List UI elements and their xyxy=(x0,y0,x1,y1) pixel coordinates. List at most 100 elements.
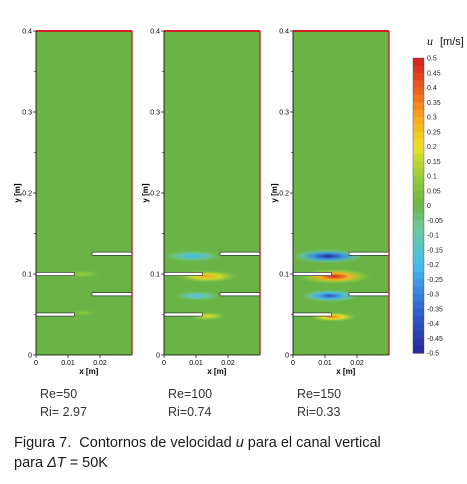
colorbar-label: 0.45 xyxy=(427,70,441,77)
x-tick-label: 0.01 xyxy=(61,360,75,367)
plate xyxy=(219,292,261,297)
colorbar-label: -0.45 xyxy=(427,336,443,343)
contour-figure: 00.10.20.30.40 0.01 0.02x [m]y [m]Re=50Ri=… xyxy=(13,29,464,420)
colorbar-segment xyxy=(413,153,424,162)
velocity-feature xyxy=(61,269,103,279)
caption-text-after: para el canal vertical xyxy=(247,435,381,451)
plate xyxy=(91,251,133,256)
reynolds-label: Re=100 xyxy=(168,387,212,401)
colorbar-label: 0.25 xyxy=(427,129,441,136)
caption-label: Figura 7. xyxy=(14,435,72,451)
plate xyxy=(348,251,390,256)
colorbar-label: -0.35 xyxy=(427,306,443,313)
colorbar-segment xyxy=(413,94,424,103)
colorbar-segment xyxy=(413,183,424,192)
y-tick-label: 0.1 xyxy=(150,272,160,279)
colorbar-label: -0.2 xyxy=(427,262,439,269)
plate xyxy=(35,312,75,317)
velocity-feature xyxy=(173,269,241,283)
y-axis-label: y [m] xyxy=(141,183,150,202)
colorbar-label: 0 xyxy=(427,203,431,210)
colorbar-label: 0.2 xyxy=(427,144,437,151)
colorbar-segment xyxy=(413,227,424,236)
colorbar-segment xyxy=(413,220,424,229)
y-tick-label: 0.2 xyxy=(279,191,289,198)
colorbar-segment xyxy=(413,316,424,325)
colorbar-label: 0.3 xyxy=(427,115,437,122)
colorbar-segment xyxy=(413,146,424,155)
caption-variable: u xyxy=(235,435,244,451)
colorbar-segment xyxy=(413,161,424,170)
colorbar-segment xyxy=(413,257,424,266)
colorbar-segment xyxy=(413,139,424,148)
richardson-label: Ri=0.74 xyxy=(168,405,211,419)
y-tick-label: 0.4 xyxy=(279,29,289,36)
colorbar-segment xyxy=(413,102,424,111)
figure-caption: Figura 7. Contornos de velocidad u para … xyxy=(14,433,454,473)
colorbar-segment xyxy=(413,323,424,332)
y-tick-label: 0 xyxy=(28,353,32,360)
colorbar-label: 0.05 xyxy=(427,188,441,195)
y-axis-label: y [m] xyxy=(270,183,279,202)
colorbar-segment xyxy=(413,338,424,347)
colorbar-title-unit: [m/s] xyxy=(440,36,464,48)
x-tick-label: 0.01 xyxy=(189,360,203,367)
colorbar-segment xyxy=(413,294,424,302)
colorbar: u [m/s] 0.5 0.45 0.4 0.35 0.3 0.25 0.2 0.15 0.1 0.0… xyxy=(412,34,464,358)
colorbar-segment xyxy=(413,109,424,118)
colorbar-segment xyxy=(413,279,424,288)
colorbar-segment xyxy=(413,264,424,273)
plate xyxy=(292,312,332,317)
caption-line-2: para ΔT = 50K xyxy=(14,453,454,473)
y-tick-label: 0.3 xyxy=(279,110,289,117)
contour-panel-3: 0 0.1 0.2 0.3 0.4 0 0.01 0.02x [m] y [m] Re=150 Ri… xyxy=(270,29,390,419)
x-tick-label: 0.02 xyxy=(93,360,107,367)
colorbar-segment xyxy=(413,242,424,251)
colorbar-segment xyxy=(413,345,424,354)
y-tick-label: 0.3 xyxy=(150,110,160,117)
colorbar-segment xyxy=(413,286,424,295)
colorbar-label: 0.35 xyxy=(427,100,441,107)
caption-delta: ΔT xyxy=(47,455,66,471)
colorbar-label: -0.1 xyxy=(427,233,439,240)
x-tick-label: 0.02 xyxy=(221,360,235,367)
colorbar-segment xyxy=(413,87,424,96)
reynolds-label: Re=150 xyxy=(297,387,341,401)
colorbar-segment xyxy=(413,131,424,140)
plate xyxy=(91,292,133,297)
colorbar-segment xyxy=(413,190,424,199)
y-tick-label: 0.4 xyxy=(22,29,32,36)
plate xyxy=(348,292,390,297)
y-axis-label: y [m] xyxy=(13,183,22,202)
colorbar-segment xyxy=(413,212,424,221)
plate xyxy=(163,312,203,317)
contour-panel-1: 0 0.1 0.2 0.3 0.4 0 0.01 0.02x [m] y [m] Re=50 Ri=… xyxy=(13,29,133,419)
caption-line-1: Figura 7. Contornos de velocidad u para … xyxy=(14,433,454,453)
contour-panel-2: 0 0.1 0.2 0.3 0.4 0 0.01 0.02x [m] y [m] Re=100 Ri… xyxy=(141,29,261,419)
x-axis-label: x [m] xyxy=(79,367,98,376)
colorbar-label: -0.15 xyxy=(427,247,443,254)
colorbar-segment xyxy=(413,80,424,89)
colorbar-label: 0.5 xyxy=(427,56,437,63)
colorbar-segment xyxy=(413,58,424,66)
x-tick-label: 0.02 xyxy=(350,360,364,367)
y-tick-label: 0.1 xyxy=(22,272,32,279)
x-tick-label: 0 xyxy=(291,360,295,367)
y-tick-label: 0 xyxy=(285,353,289,360)
colorbar-label: 0.15 xyxy=(427,159,441,166)
colorbar-segment xyxy=(413,117,424,125)
colorbar-label: -0.4 xyxy=(427,321,439,328)
x-tick-label: 0 xyxy=(162,360,166,367)
plate xyxy=(163,272,203,276)
y-tick-label: 0.2 xyxy=(22,191,32,198)
x-axis-label: x [m] xyxy=(207,367,226,376)
velocity-feature xyxy=(296,268,373,285)
velocity-field xyxy=(164,31,260,355)
colorbar-label: 0.4 xyxy=(427,85,437,92)
colorbar-segment xyxy=(413,198,424,207)
colorbar-segment xyxy=(413,271,424,280)
colorbar-frame xyxy=(412,57,425,354)
velocity-feature xyxy=(172,290,224,301)
y-tick-label: 0.2 xyxy=(150,191,160,198)
colorbar-segment xyxy=(413,301,424,310)
